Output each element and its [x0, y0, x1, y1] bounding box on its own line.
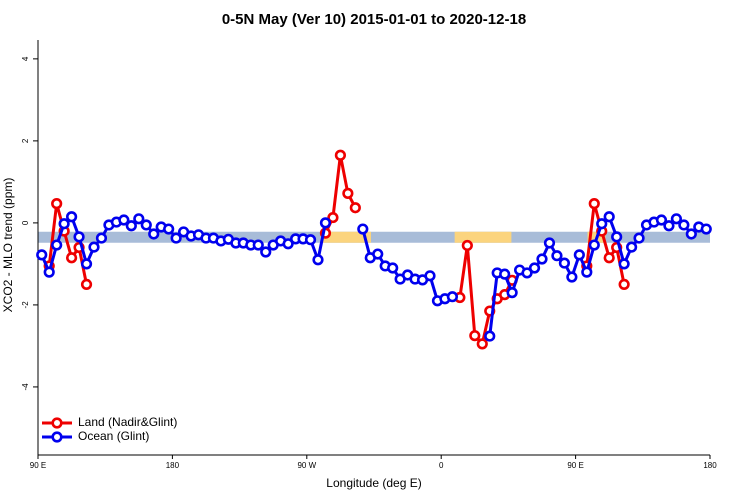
data-point: [446, 291, 459, 303]
chart-title: 0-5N May (Ver 10) 2015-01-01 to 2020-12-…: [222, 11, 526, 28]
data-point: [663, 220, 675, 232]
data-point: [252, 239, 264, 251]
data-point: [700, 223, 712, 235]
y-tick-label: 0: [21, 220, 30, 225]
data-point: [51, 239, 63, 251]
data-point: [282, 238, 294, 250]
data-point: [618, 278, 630, 291]
data-point: [80, 258, 93, 270]
data-point: [588, 198, 600, 210]
data-point: [95, 232, 108, 244]
data-point: [469, 330, 481, 342]
data-point: [625, 241, 638, 253]
y-axis-title: XCO2 - MLO trend (ppm): [1, 178, 15, 313]
data-point: [678, 219, 690, 231]
data-point: [603, 211, 615, 223]
data-point: [88, 241, 100, 253]
data-point: [506, 287, 518, 299]
x-tick-label: 180: [703, 461, 717, 470]
series-line: [47, 154, 626, 348]
data-point: [499, 268, 511, 280]
data-point: [65, 252, 78, 264]
data-point: [73, 231, 85, 243]
x-axis-title: Longitude (deg E): [326, 476, 421, 490]
data-point: [51, 198, 63, 210]
x-tick-label: 90 W: [297, 461, 316, 470]
data-point: [125, 220, 137, 232]
data-point: [573, 249, 585, 261]
data-point: [476, 338, 488, 350]
y-tick-label: 4: [21, 56, 30, 61]
x-tick-label: 90 E: [567, 461, 583, 470]
legend-label: Land (Nadir&Glint): [78, 415, 177, 429]
data-point: [543, 237, 556, 249]
data-point: [133, 213, 145, 225]
x-tick-label: 0: [439, 461, 444, 470]
data-point: [566, 271, 578, 283]
legend-label: Ocean (Glint): [78, 429, 149, 443]
data-point: [357, 223, 369, 235]
data-point: [140, 219, 152, 231]
data-point: [581, 266, 593, 278]
y-tick-label: -2: [21, 301, 30, 309]
data-point: [618, 258, 630, 270]
data-point: [58, 218, 70, 230]
data-point: [372, 248, 384, 260]
data-point: [685, 228, 697, 240]
data-point: [461, 239, 473, 252]
data-point: [424, 270, 436, 282]
data-point: [260, 246, 272, 258]
data-point: [528, 262, 541, 274]
data-point: [670, 213, 683, 225]
data-point: [43, 266, 55, 278]
data-point: [36, 249, 48, 261]
data-point: [65, 211, 78, 223]
x-tick-label: 180: [166, 461, 180, 470]
data-point: [334, 149, 347, 161]
data-point: [387, 262, 399, 274]
y-tick-label: -4: [21, 383, 30, 391]
data-point: [633, 232, 645, 244]
data-point: [596, 218, 608, 230]
data-point: [163, 223, 175, 235]
data-point: [521, 267, 533, 279]
data-point: [80, 278, 93, 291]
data-point: [319, 217, 332, 229]
data-point: [655, 214, 668, 226]
data-point: [551, 250, 563, 262]
data-point: [342, 187, 354, 199]
data-point: [327, 211, 339, 224]
data-point: [588, 239, 600, 251]
data-point: [611, 231, 623, 243]
x-tick-label: 90 E: [30, 461, 46, 470]
data-point: [558, 257, 571, 269]
data-point: [536, 253, 548, 265]
data-point: [148, 228, 160, 240]
data-point: [312, 254, 324, 266]
legend-marker: [51, 417, 63, 429]
y-tick-label: 2: [21, 138, 30, 143]
data-point: [170, 232, 182, 244]
legend-marker: [51, 431, 63, 443]
data-point: [304, 234, 317, 246]
data-point: [349, 202, 361, 214]
data-point: [603, 252, 615, 264]
data-point: [118, 214, 130, 226]
data-point: [484, 330, 496, 342]
